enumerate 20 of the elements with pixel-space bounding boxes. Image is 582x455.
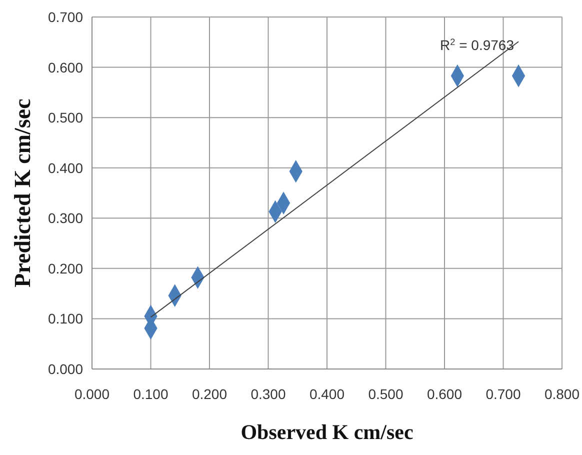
- annotation: R$^{2}$ = 0.9763: [440, 37, 514, 53]
- x-tick-label: 0.700: [486, 386, 521, 402]
- x-axis-title: Observed K cm/sec: [240, 420, 414, 444]
- y-axis-title: Predicted K cm/sec: [10, 98, 35, 288]
- y-tick-label: 0.400: [48, 160, 84, 176]
- y-tick-label: 0.500: [48, 110, 84, 126]
- y-tick-label: 0.600: [48, 59, 84, 76]
- x-tick-label: 0.100: [133, 386, 168, 402]
- x-tick-label: 0.400: [309, 386, 345, 402]
- x-tick-label: 0.500: [368, 386, 404, 402]
- x-tick-label: 0.000: [74, 386, 110, 402]
- x-tick-label: 0.600: [426, 386, 462, 402]
- y-tick-label: 0.300: [48, 210, 84, 226]
- x-tick-label: 0.300: [250, 386, 286, 402]
- y-tick-label: 0.700: [48, 9, 84, 25]
- y-tick-label: 0.100: [48, 310, 84, 327]
- y-tick-label: 0.200: [48, 260, 84, 276]
- x-tick-label: 0.800: [544, 386, 580, 402]
- y-tick-label: 0.000: [48, 361, 84, 377]
- x-tick-label: 0.200: [192, 386, 228, 402]
